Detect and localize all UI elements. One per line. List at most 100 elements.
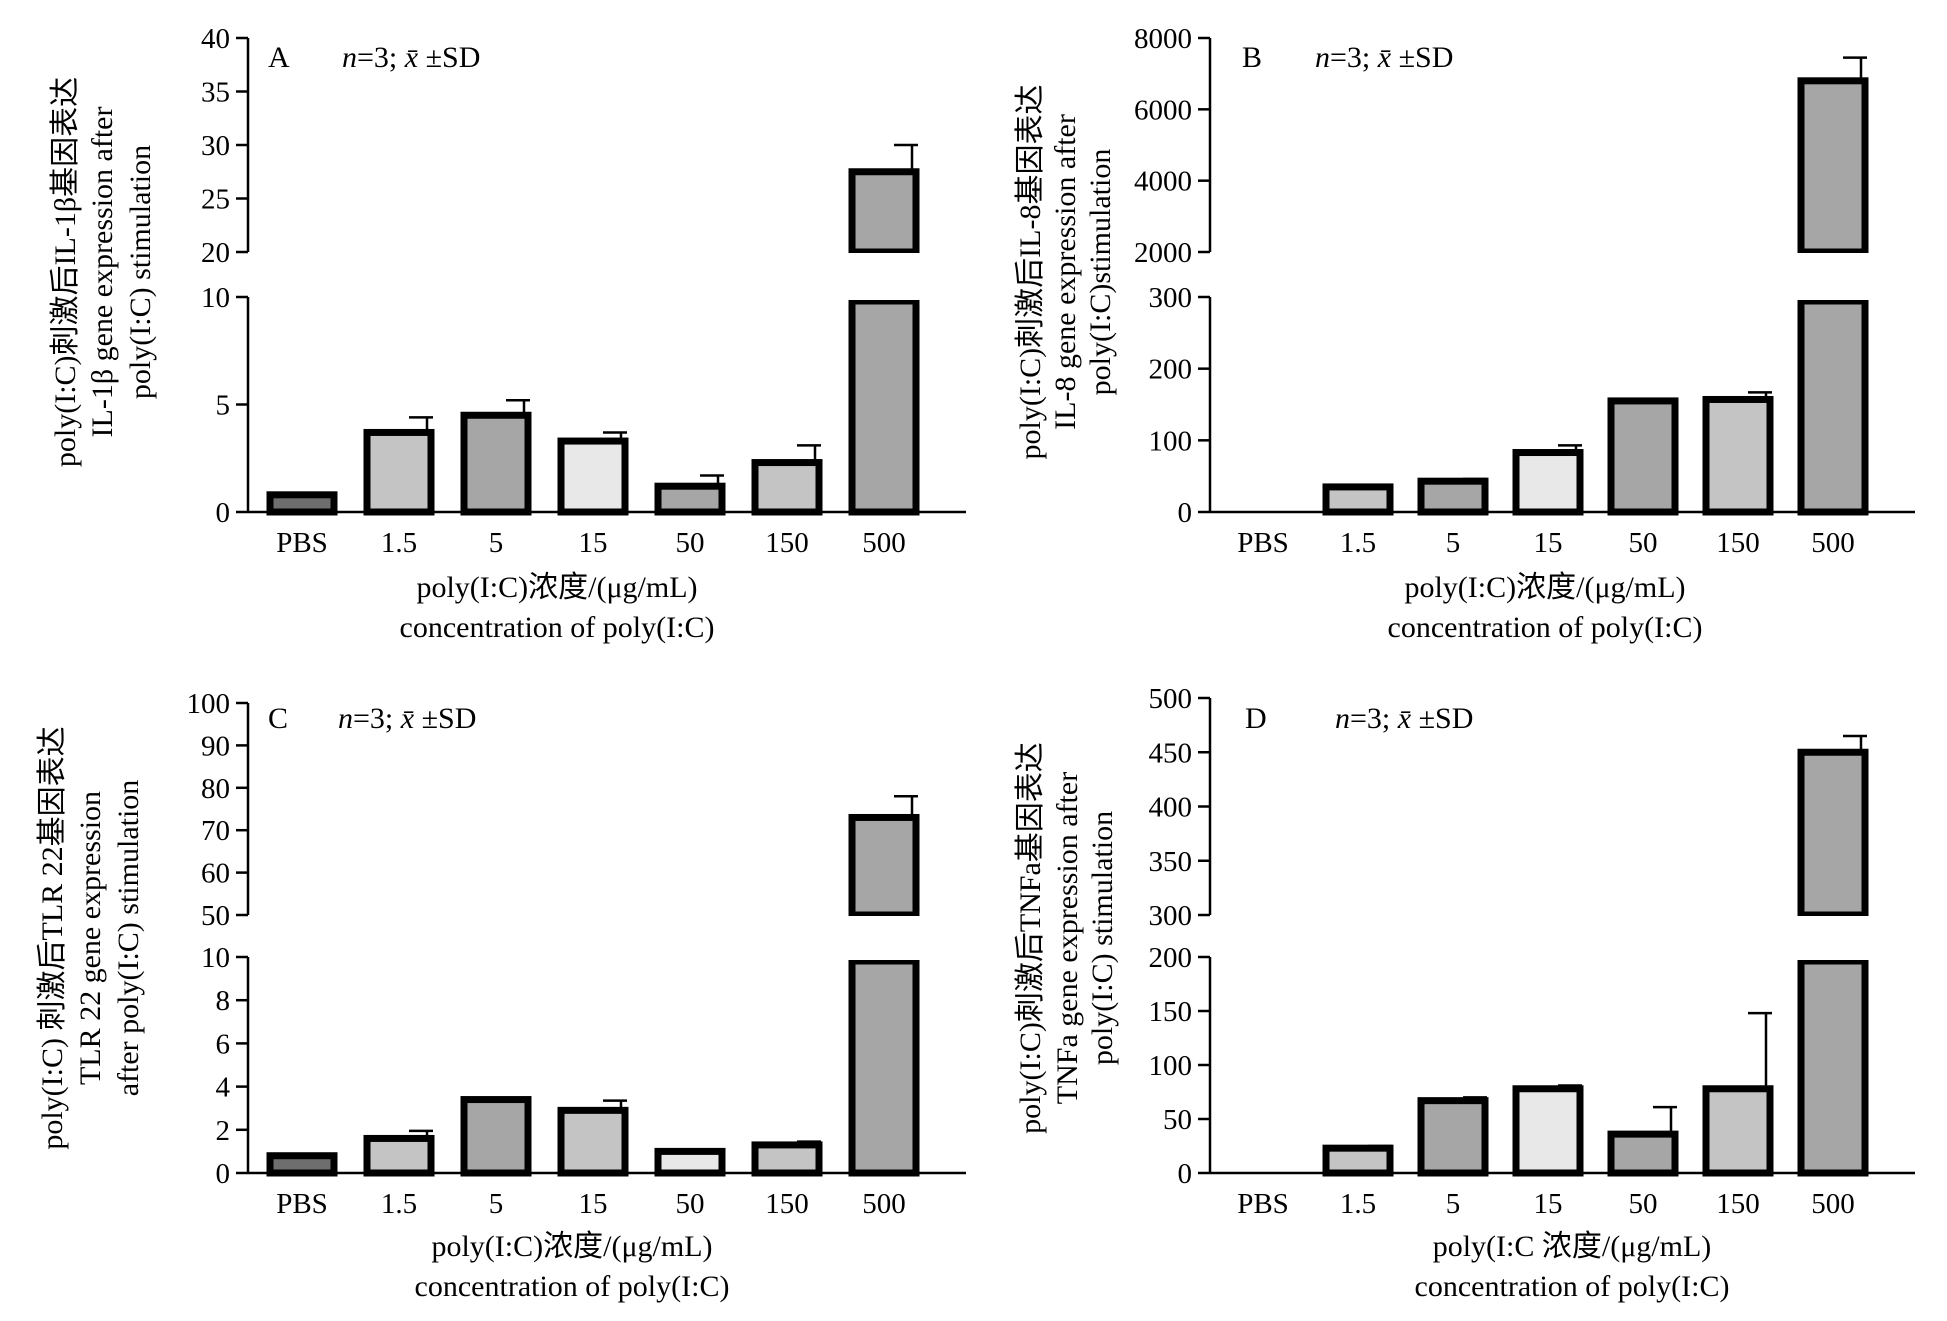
y-axis-title-line: IL-1β gene expression after [86, 107, 119, 438]
y-axis-title-line: TLR 22 gene expression [74, 791, 107, 1085]
bar-500-upper-segment [848, 813, 920, 919]
bar-150 [751, 459, 823, 516]
bar-15 [557, 1106, 629, 1177]
y-tick-label: 50 [1163, 1104, 1192, 1136]
axis-break-gap [846, 253, 922, 300]
y-tick-label: 90 [201, 730, 230, 762]
y-tick-label: 6 [216, 1028, 231, 1060]
y-axis-title-line: poly(I:C)刺激后IL-1β基因表达 [49, 77, 82, 467]
x-tick-label: 15 [579, 527, 608, 559]
y-tick-label: 300 [1149, 900, 1193, 932]
axis-break-gap [1795, 916, 1871, 960]
y-tick-label: 8000 [1134, 23, 1192, 55]
y-tick-label: 5 [216, 390, 231, 422]
axis-break-gap [846, 916, 922, 960]
x-tick-label: 5 [1446, 1188, 1461, 1220]
y-tick-label: 500 [1149, 683, 1193, 715]
y-axis-title-line: poly(I:C) stimulation [124, 145, 157, 399]
bar-50 [1607, 1130, 1679, 1177]
x-tick-label: 50 [676, 527, 705, 559]
panel-letter: C [268, 702, 288, 735]
panel-letter: B [1242, 41, 1262, 74]
bar-5 [1417, 1097, 1489, 1177]
y-tick-label: 100 [1149, 1050, 1193, 1082]
x-tick-label: PBS [1237, 527, 1289, 559]
x-tick-label: 150 [765, 1188, 809, 1220]
y-tick-label: 80 [201, 773, 230, 805]
x-tick-label: 15 [579, 1188, 608, 1220]
axis-break-gap [1795, 253, 1871, 300]
y-tick-label: 60 [201, 858, 230, 890]
x-tick-label: 500 [862, 1188, 906, 1220]
x-axis-title-line: poly(I:C)浓度/(μg/mL) [416, 571, 697, 604]
bar-15 [1512, 449, 1584, 516]
y-axis-title-line: poly(I:C) 刺激后TLR 22基因表达 [36, 726, 69, 1149]
y-tick-label: 350 [1149, 846, 1193, 878]
panel-b: 0 100 200 300 2000 4000 6000 8000 PBS 1.5 5 15 50 150… [1014, 23, 1915, 644]
y-tick-label: 35 [201, 77, 230, 109]
bar-500-upper-segment [1797, 77, 1869, 256]
bar-50 [654, 482, 726, 516]
bar-500-lower-segment [848, 297, 920, 516]
y-axis-title-line: poly(I:C) stimulation [1086, 811, 1119, 1065]
x-tick-label: 150 [1716, 1188, 1760, 1220]
bar-500-lower-segment [848, 957, 920, 1177]
y-axis-title-line: IL-8 gene expression after [1049, 114, 1082, 430]
bar-5 [460, 411, 532, 516]
panel-a: 0 5 10 20 25 30 35 40 PBS 1.5 5 15 50 150 500 A n=3; x̄ … [49, 23, 966, 644]
x-tick-label: 500 [1811, 1188, 1855, 1220]
x-tick-label: PBS [276, 1188, 328, 1220]
y-axis-title-line: TNFa gene expression after [1051, 772, 1084, 1104]
y-tick-label: 25 [201, 184, 230, 216]
y-tick-label: 450 [1149, 737, 1193, 769]
y-tick-label: 50 [201, 900, 230, 932]
bar-50 [654, 1147, 726, 1177]
y-tick-label: 200 [1149, 354, 1193, 386]
x-tick-label: PBS [1237, 1188, 1289, 1220]
x-tick-label: 500 [1811, 527, 1855, 559]
y-tick-label: 6000 [1134, 94, 1192, 126]
y-tick-label: 20 [201, 237, 230, 269]
bar-150 [1702, 1085, 1774, 1177]
y-axis-title-line: poly(I:C)stimulation [1084, 149, 1117, 396]
x-tick-label: 50 [676, 1188, 705, 1220]
x-tick-label: 5 [489, 1188, 504, 1220]
x-tick-label: 5 [489, 527, 504, 559]
x-axis-title-line: poly(I:C 浓度/(μg/mL) [1433, 1230, 1712, 1263]
x-tick-label: 1.5 [1340, 1188, 1376, 1220]
x-axis-title-line: concentration of poly(I:C) [415, 1270, 730, 1303]
panel-d: 0 50 100 150 200 300 350 400 450 500 PBS 1.5 5 15 50 15… [1014, 683, 1915, 1303]
stat-note: n=3; x̄ ±SD [338, 702, 476, 735]
y-tick-label: 4 [216, 1072, 231, 1104]
x-axis-title-line: poly(I:C)浓度/(μg/mL) [431, 1230, 712, 1263]
bar-150 [1702, 395, 1774, 516]
bar-500-lower-segment [1797, 957, 1869, 1177]
stat-note: n=3; x̄ ±SD [1335, 702, 1473, 735]
bar-5 [460, 1096, 532, 1177]
panel-c: 0 2 4 6 8 10 50 60 70 80 90 100 PBS 1.5 5 15 50 150 500 C n=… [36, 688, 966, 1303]
x-tick-label: 500 [862, 527, 906, 559]
x-axis-title-line: poly(I:C)浓度/(μg/mL) [1404, 571, 1685, 604]
y-tick-label: 100 [1149, 425, 1193, 457]
y-axis-title-line: poly(I:C)刺激后TNFa基因表达 [1014, 742, 1047, 1134]
bar-1.5 [363, 1134, 435, 1177]
x-tick-label: 1.5 [381, 527, 417, 559]
y-tick-label: 4000 [1134, 166, 1192, 198]
stat-note: n=3; x̄ ±SD [342, 41, 480, 74]
x-axis-title-line: concentration of poly(I:C) [1415, 1270, 1730, 1303]
y-tick-label: 2 [216, 1115, 231, 1147]
x-tick-label: 150 [765, 527, 809, 559]
bar-500-upper-segment [848, 168, 920, 256]
bar-150 [751, 1141, 823, 1177]
x-axis-title-line: concentration of poly(I:C) [1388, 611, 1703, 644]
y-tick-label: 8 [216, 985, 231, 1017]
x-tick-label: 1.5 [1340, 527, 1376, 559]
y-tick-label: 0 [1178, 1158, 1193, 1190]
y-tick-label: 200 [1149, 942, 1193, 974]
y-tick-label: 100 [187, 688, 231, 720]
y-tick-label: 0 [216, 1158, 231, 1190]
x-tick-label: 150 [1716, 527, 1760, 559]
y-tick-label: 10 [201, 282, 230, 314]
y-tick-label: 150 [1149, 996, 1193, 1028]
